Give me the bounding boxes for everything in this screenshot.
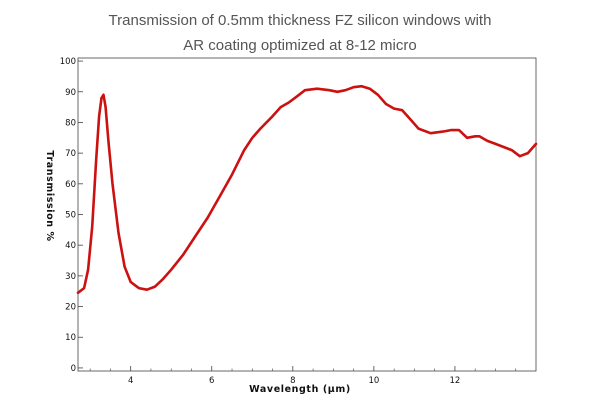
y-tick-label: 30 xyxy=(65,272,76,282)
y-tick-label: 0 xyxy=(71,364,76,374)
x-axis: 4 6 8 10 12 xyxy=(89,366,517,386)
y-tick-label: 80 xyxy=(65,118,76,128)
y-tick-label: 100 xyxy=(60,57,76,67)
y-tick-label: 20 xyxy=(65,303,76,313)
y-tick-label: 60 xyxy=(65,180,76,190)
x-tick-label: 4 xyxy=(128,376,133,386)
x-axis-label: Wavelength (µm) xyxy=(249,384,351,395)
y-tick-label: 10 xyxy=(65,333,76,343)
chart-title-line-2: AR coating optimized at 8-12 micro xyxy=(183,37,417,54)
x-tick-label: 10 xyxy=(368,376,379,386)
x-tick-label: 8 xyxy=(290,376,295,386)
x-tick-label: 6 xyxy=(209,376,214,386)
y-axis: 0 10 20 30 40 50 60 70 80 90 100 xyxy=(60,57,83,374)
y-tick-label: 90 xyxy=(65,88,76,98)
y-axis-label: Transmission % xyxy=(44,150,55,241)
y-tick-label: 50 xyxy=(65,211,76,221)
plot-frame xyxy=(77,57,537,372)
y-tick-label: 40 xyxy=(65,241,76,251)
y-tick-label: 70 xyxy=(65,149,76,159)
transmission-series-line xyxy=(76,84,538,295)
chart-title-line-1: Transmission of 0.5mm thickness FZ silic… xyxy=(108,12,492,29)
x-tick-label: 12 xyxy=(450,376,461,386)
